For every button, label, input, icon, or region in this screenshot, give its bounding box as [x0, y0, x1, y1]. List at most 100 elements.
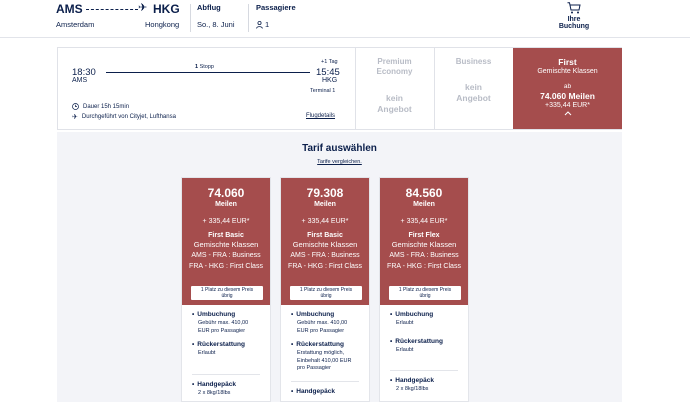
seats-left-text: übrig	[320, 293, 332, 299]
tariff-segment: AMS - FRA : Business	[191, 252, 261, 259]
feature-text: Erlaubt	[396, 346, 414, 353]
cabin-first[interactable]: First Gemischte Klassen ab 74.060 Meilen…	[513, 48, 622, 129]
tariff-miles-label: Meilen	[314, 201, 336, 208]
tariff-surcharge: + 335,44 EUR*	[301, 218, 349, 225]
feature-baggage: Handgepäck 2 x 8kg/18lbs	[390, 377, 458, 394]
feature-text: Erstattung möglich, Einbehalt 410,00 EUR…	[297, 350, 352, 371]
tariff-miles: 79.308	[306, 186, 344, 200]
feature-text: 2 x 8kg/18lbs	[396, 386, 429, 392]
feature-title: Umbuchung	[192, 311, 260, 318]
seats-left-text: übrig	[221, 293, 233, 299]
feature-refund: Rückerstattung Erlaubt	[390, 338, 458, 355]
feature-rebooking: Umbuchung Gebühr max. 410,00 EUR pro Pas…	[192, 311, 260, 335]
tariff-segment: FRA - HKG : First Class	[288, 263, 362, 270]
flight-row: 18:30 AMS 1 Stopp +1 Tag 15:45 HKG Termi…	[57, 47, 622, 130]
tariff-title: Tarif auswählen	[302, 143, 377, 154]
feature-text: Gebühr max. 410,00 EUR pro Passagier	[198, 320, 249, 334]
search-summary-bar: AMS ✈ HKG Amsterdam Hongkong Abflug So.,…	[0, 0, 690, 38]
divider	[248, 4, 249, 32]
tariff-surcharge: + 335,44 EUR*	[202, 218, 250, 225]
tariff-card-header: 74.060 Meilen + 335,44 EUR* First Basic …	[182, 178, 270, 305]
flight-details-link[interactable]: Flugdetails	[306, 113, 336, 119]
feature-rebooking: Umbuchung Erlaubt	[390, 311, 458, 328]
stops-info: 1 Stopp	[195, 64, 214, 70]
passengers-count: 1	[265, 20, 270, 29]
seats-left-text: übrig	[419, 293, 431, 299]
no-offer-text: Angebot	[456, 93, 491, 103]
plus-day-badge: +1 Tag	[321, 59, 338, 65]
divider	[291, 380, 359, 382]
duration-info: Dauer 15h 15min	[72, 103, 129, 110]
tariff-miles: 84.560	[405, 186, 443, 200]
feature-title: Rückerstattung	[192, 341, 260, 348]
tariff-segment: FRA - HKG : First Class	[387, 263, 461, 270]
tariff-class: Gemischte Klassen	[292, 240, 358, 249]
tariff-card-header: 84.560 Meilen + 335,44 EUR* First Flex G…	[380, 178, 468, 305]
stops-label: Stopp	[199, 64, 214, 70]
tariff-card-first-flex[interactable]: 84.560 Meilen + 335,44 EUR* First Flex G…	[379, 177, 469, 402]
operator-info: ✈ Durchgeführt von Cityjet, Lufthansa	[72, 113, 176, 121]
feature-title: Handgepäck	[291, 388, 359, 395]
duration-text: Dauer 15h 15min	[83, 103, 130, 110]
no-offer-text: kein	[464, 82, 482, 92]
tariff-miles-label: Meilen	[413, 201, 435, 208]
arrival-time: 15:45	[316, 67, 340, 78]
feature-text: 2 x 8kg/18lbs	[198, 389, 231, 396]
tariff-card-body: Umbuchung Gebühr max. 410,00 EUR pro Pas…	[281, 305, 369, 395]
no-offer-text: Angebot	[377, 104, 412, 114]
departure-date[interactable]: So., 8. Juni	[197, 20, 235, 29]
compare-tariffs-link[interactable]: Tarife vergleichen.	[317, 159, 362, 165]
feature-title: Handgepäck	[192, 381, 260, 388]
cabin-name: Business	[455, 57, 492, 66]
flight-timeline	[106, 72, 310, 73]
divider	[190, 4, 191, 32]
tariff-class: Gemischte Klassen	[391, 240, 457, 249]
tariff-card-first-basic-2[interactable]: 79.308 Meilen + 335,44 EUR* First Basic …	[280, 177, 370, 402]
feature-text: Gebühr max. 410,00 EUR pro Passagier	[297, 320, 348, 334]
booking-label: Ihre Buchung	[558, 16, 590, 30]
passengers-label: Passagiere	[256, 3, 296, 12]
cabin-name: Premium	[377, 57, 412, 66]
price-from-label: ab	[563, 83, 572, 90]
booking-button[interactable]: Ihre Buchung	[552, 2, 596, 30]
tariff-segment: FRA - HKG : First Class	[189, 263, 263, 270]
person-icon	[256, 20, 263, 29]
tariff-card-first-basic[interactable]: 74.060 Meilen + 335,44 EUR* First Basic …	[181, 177, 271, 402]
feature-baggage: Handgepäck 2 x 8kg/18lbs	[192, 381, 260, 398]
feature-baggage: Handgepäck	[291, 388, 359, 395]
passengers-selector[interactable]: 1	[256, 20, 269, 29]
tariff-segment: AMS - FRA : Business	[389, 252, 459, 259]
cabin-premium-economy: Premium Economy kein Angebot	[355, 48, 433, 129]
tariff-panel: Tarif auswählen Tarife vergleichen. 74.0…	[57, 132, 622, 402]
clock-icon	[72, 103, 79, 110]
arrival-terminal: Terminal 1	[310, 88, 336, 94]
tariff-card-header: 79.308 Meilen + 335,44 EUR* First Basic …	[281, 178, 369, 305]
stops-count: 1	[195, 64, 199, 70]
tariff-name: First Basic	[307, 232, 343, 239]
seats-left-badge: 1 Platz zu diesem Preis übrig	[388, 285, 462, 301]
feature-refund: Rückerstattung Erlaubt	[192, 341, 260, 358]
departure-code: AMS	[72, 77, 88, 84]
seats-left-badge: 1 Platz zu diesem Preis übrig	[289, 285, 363, 301]
tariff-name: First Basic	[208, 232, 244, 239]
tariff-miles-label: Meilen	[215, 201, 237, 208]
cabin-subtitle: Gemischte Klassen	[537, 68, 598, 75]
cart-icon	[567, 2, 581, 14]
route-line	[86, 9, 138, 10]
cabin-miles: 74.060 Meilen	[540, 91, 595, 101]
tariff-surcharge: + 335,44 EUR*	[400, 218, 448, 225]
tariff-name: First Flex	[408, 232, 440, 239]
plane-operator-icon: ✈	[72, 114, 78, 121]
departure-label: Abflug	[197, 3, 221, 12]
feature-refund: Rückerstattung Erstattung möglich, Einbe…	[291, 341, 359, 373]
tariff-card-body: Umbuchung Erlaubt Rückerstattung Erlaubt…	[380, 305, 468, 394]
feature-text: Erlaubt	[396, 320, 414, 326]
tariff-miles: 74.060	[207, 186, 245, 200]
destination-code: HKG	[153, 2, 180, 16]
feature-title: Rückerstattung	[291, 341, 359, 348]
seats-left-text: 1 Platz zu diesem Preis	[200, 287, 254, 293]
tariff-segment: AMS - FRA : Business	[290, 252, 360, 259]
cabin-surcharge: +335,44 EUR*	[545, 102, 590, 109]
chevron-up-icon[interactable]	[513, 109, 622, 118]
arrival-code: HKG	[322, 77, 338, 84]
